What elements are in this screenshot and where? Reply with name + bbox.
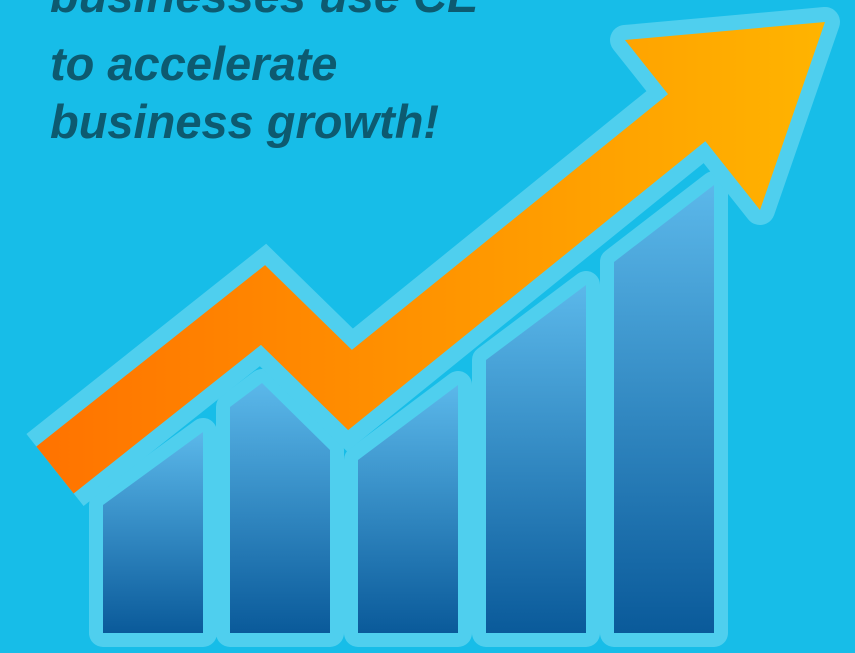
bars xyxy=(103,185,714,633)
headline-line: businesses use CE xyxy=(50,0,480,22)
bar xyxy=(230,383,330,633)
bar xyxy=(486,285,586,633)
headline-line: business growth! xyxy=(50,95,439,148)
bar xyxy=(358,385,458,633)
bar xyxy=(614,185,714,633)
bar xyxy=(103,432,203,633)
headline-line: to accelerate xyxy=(50,37,337,90)
arrow xyxy=(26,7,840,507)
headline: businesses use CE to accelerate business… xyxy=(50,0,480,148)
